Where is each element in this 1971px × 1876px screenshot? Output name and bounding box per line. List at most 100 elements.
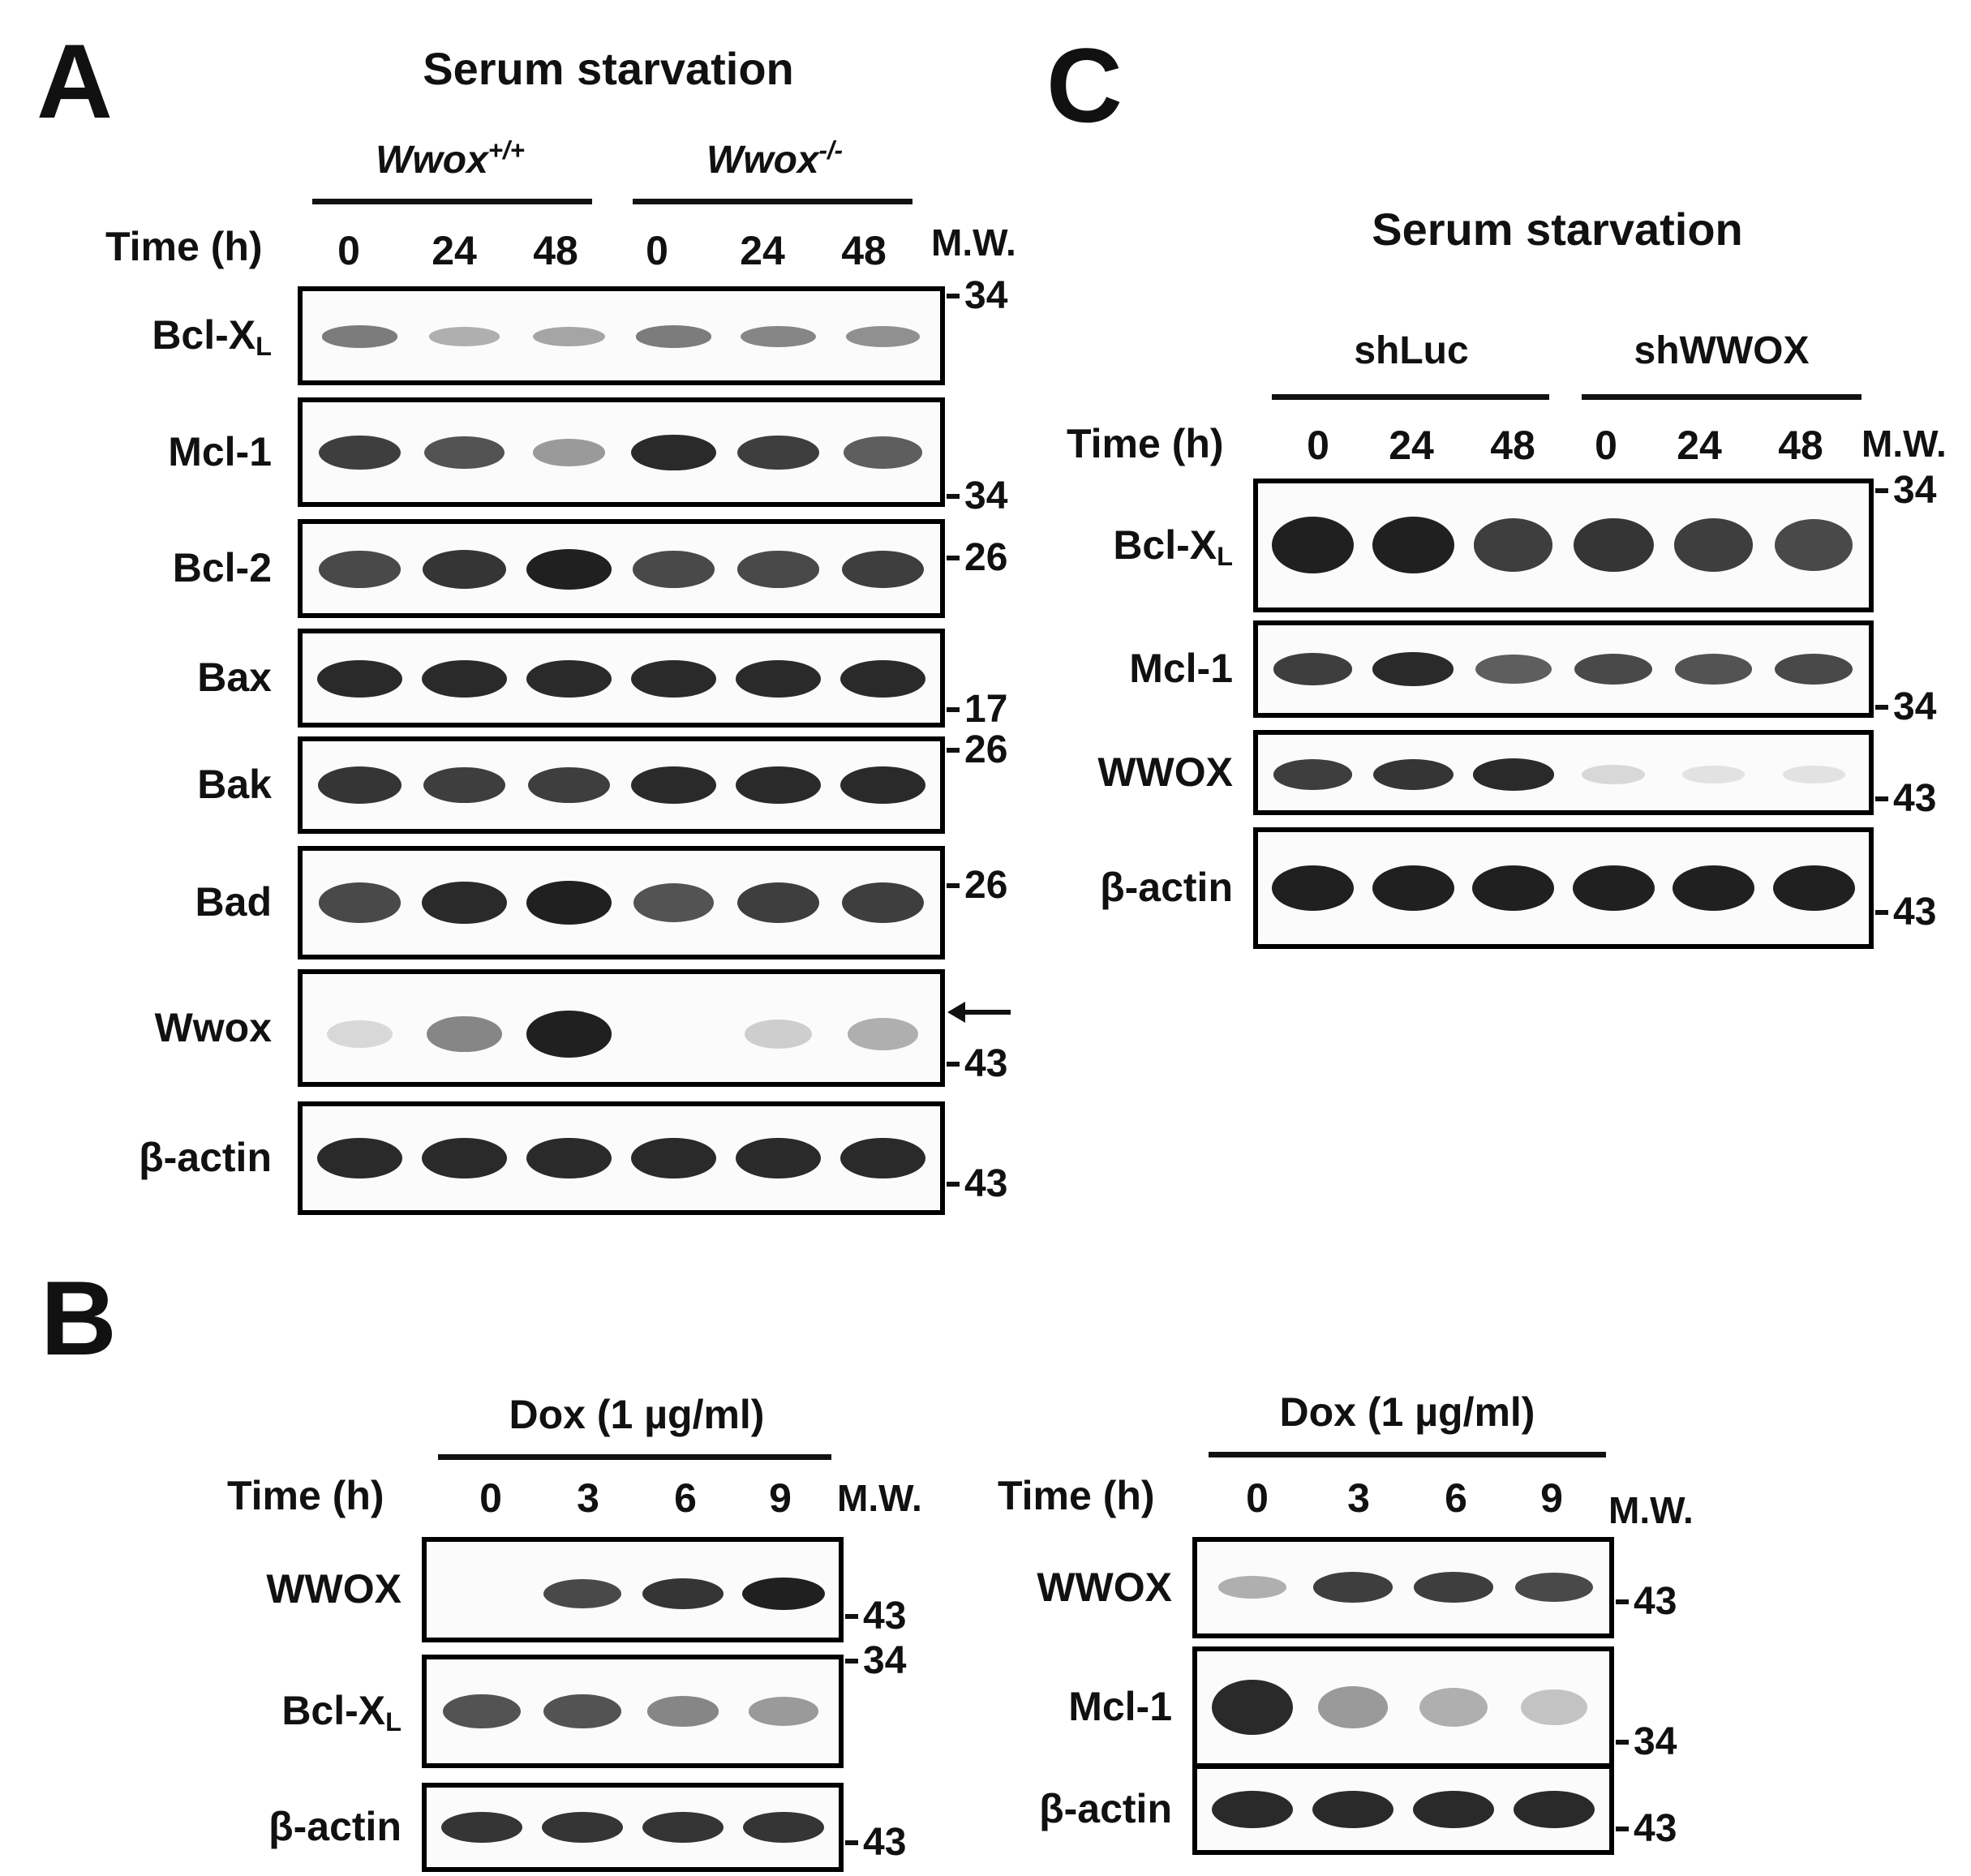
panel-a-band-5-4 bbox=[736, 882, 820, 924]
panel-b-right-band-0-3 bbox=[1514, 1572, 1594, 1603]
panel-c-band-0-5 bbox=[1775, 519, 1853, 571]
panel-a-row-label-4: Bak bbox=[197, 762, 272, 807]
panel-c-band-2-5 bbox=[1782, 765, 1845, 784]
panel-b-left-blot-0 bbox=[422, 1537, 844, 1642]
panel-a-group-wt: Wwox+/+ bbox=[376, 136, 525, 182]
panel-a-row-label-0: Bcl-XL bbox=[152, 312, 272, 362]
panel-b-left-mw-label-1: 34 bbox=[863, 1639, 907, 1682]
panel-b-left-time-header: Time (h) bbox=[227, 1473, 384, 1518]
panel-a-blot-4 bbox=[298, 736, 945, 834]
panel-a-group-ko: Wwox-/- bbox=[706, 136, 844, 182]
panel-a-mw-tick-5 bbox=[947, 883, 960, 888]
panel-c-band-2-0 bbox=[1273, 759, 1353, 790]
panel-a-band-3-4 bbox=[736, 659, 821, 698]
panel-a-row-label-7: β-actin bbox=[139, 1135, 272, 1180]
panel-a-row-label-3: Bax bbox=[197, 655, 272, 700]
panel-a-blot-0 bbox=[298, 286, 945, 385]
panel-b-right-mw-tick-1 bbox=[1616, 1740, 1629, 1745]
panel-a-mw-tick-4 bbox=[947, 748, 960, 753]
panel-b-letter: B bbox=[41, 1259, 117, 1377]
panel-c-time-1: 24 bbox=[1389, 423, 1434, 468]
panel-a-title: Serum starvation bbox=[423, 43, 794, 94]
panel-a-blot-3 bbox=[298, 629, 945, 728]
panel-a-band-1-3 bbox=[631, 434, 716, 471]
panel-a-band-0-1 bbox=[428, 327, 500, 346]
panel-a-band-6-4 bbox=[744, 1020, 813, 1049]
panel-b-right-band-2-0 bbox=[1211, 1790, 1294, 1829]
panel-b-left-band-0-1 bbox=[543, 1578, 622, 1609]
panel-a-mw-label-6: 43 bbox=[964, 1042, 1008, 1085]
panel-a-mw-header: M.W. bbox=[931, 221, 1016, 264]
panel-a-band-5-2 bbox=[526, 881, 612, 925]
panel-a-band-4-5 bbox=[840, 766, 925, 805]
panel-b-right-band-0-1 bbox=[1313, 1572, 1393, 1603]
panel-b-left-time-1: 3 bbox=[577, 1475, 599, 1521]
panel-a-group-wt-bar bbox=[312, 199, 592, 204]
panel-c-row-label-3: β-actin bbox=[1100, 865, 1233, 910]
panel-b-right-band-2-2 bbox=[1412, 1790, 1495, 1829]
panel-c-band-0-2 bbox=[1474, 518, 1553, 572]
panel-b-right-band-2-1 bbox=[1312, 1790, 1394, 1829]
panel-a-time-1: 24 bbox=[432, 228, 477, 273]
panel-a-letter: A bbox=[36, 22, 113, 140]
panel-a-band-6-2 bbox=[526, 1011, 612, 1058]
panel-b-left-row-label-1: Bcl-XL bbox=[281, 1688, 402, 1737]
panel-c-blot-1 bbox=[1253, 620, 1874, 718]
panel-b-right-treatment-bar bbox=[1209, 1452, 1606, 1457]
panel-a-mw-tick-2 bbox=[947, 556, 960, 560]
panel-a-band-7-4 bbox=[736, 1137, 821, 1179]
panel-a-band-6-1 bbox=[427, 1015, 502, 1053]
panel-b-right-mw-tick-2 bbox=[1616, 1827, 1629, 1831]
panel-a-band-5-3 bbox=[633, 883, 715, 922]
panel-b-right-band-1-1 bbox=[1317, 1686, 1389, 1728]
panel-a-time-5: 48 bbox=[841, 228, 887, 273]
panel-a-band-3-0 bbox=[317, 659, 402, 698]
arrow-left-icon bbox=[947, 1002, 1011, 1023]
panel-a-mw-label-0: 34 bbox=[964, 274, 1008, 317]
panel-c-mw-label-3: 43 bbox=[1893, 891, 1937, 934]
panel-a-band-4-3 bbox=[631, 766, 716, 805]
panel-c-time-3: 0 bbox=[1595, 423, 1617, 468]
panel-c-time-0: 0 bbox=[1307, 423, 1329, 468]
panel-c-band-2-2 bbox=[1472, 758, 1554, 791]
panel-b-right-mw-label-2: 43 bbox=[1634, 1807, 1677, 1850]
panel-c-band-1-2 bbox=[1475, 654, 1552, 685]
panel-b-right-band-1-2 bbox=[1419, 1688, 1488, 1727]
panel-b-left-time-0: 0 bbox=[479, 1475, 502, 1521]
panel-a-band-0-0 bbox=[321, 325, 398, 348]
panel-c-band-1-0 bbox=[1273, 653, 1353, 685]
panel-b-right-mw-header: M.W. bbox=[1608, 1489, 1694, 1531]
panel-b-left-mw-label-2: 43 bbox=[863, 1821, 907, 1864]
panel-a-band-2-5 bbox=[841, 550, 925, 589]
panel-a-band-0-2 bbox=[533, 326, 605, 347]
panel-c-band-1-1 bbox=[1372, 652, 1454, 686]
panel-a-band-2-4 bbox=[737, 551, 819, 588]
panel-a-row-label-2: Bcl-2 bbox=[172, 545, 272, 590]
panel-c-mw-tick-0 bbox=[1875, 488, 1888, 493]
panel-a-band-1-2 bbox=[532, 439, 606, 466]
panel-c-blot-0 bbox=[1253, 479, 1874, 612]
panel-a-band-0-3 bbox=[635, 325, 712, 348]
panel-a-band-1-5 bbox=[843, 436, 923, 469]
panel-b-right-time-1: 3 bbox=[1347, 1475, 1370, 1521]
panel-c-band-1-4 bbox=[1675, 654, 1753, 685]
panel-a-band-2-1 bbox=[422, 550, 507, 589]
panel-b-left-mw-tick-2 bbox=[845, 1840, 858, 1845]
panel-a-band-7-2 bbox=[526, 1137, 612, 1179]
panel-a-band-4-1 bbox=[423, 766, 506, 804]
panel-c-group-1: shLuc bbox=[1354, 329, 1469, 372]
panel-a-band-5-1 bbox=[422, 881, 507, 925]
panel-c-time-4: 24 bbox=[1677, 423, 1722, 468]
panel-c-band-3-1 bbox=[1372, 865, 1454, 911]
panel-a-band-1-0 bbox=[318, 435, 402, 470]
panel-a-mw-tick-0 bbox=[947, 294, 960, 298]
panel-b-left-band-2-3 bbox=[743, 1811, 824, 1844]
panel-b-right-time-3: 9 bbox=[1540, 1475, 1563, 1521]
panel-b-left-row-label-0: WWOX bbox=[266, 1566, 402, 1612]
panel-b-left-band-1-3 bbox=[748, 1697, 819, 1726]
panel-c-blot-3 bbox=[1253, 827, 1874, 949]
panel-a-time-4: 24 bbox=[740, 228, 785, 273]
panel-a-mw-tick-7 bbox=[947, 1182, 960, 1187]
panel-b-left-time-3: 9 bbox=[769, 1475, 792, 1521]
panel-a-band-7-5 bbox=[840, 1137, 925, 1179]
